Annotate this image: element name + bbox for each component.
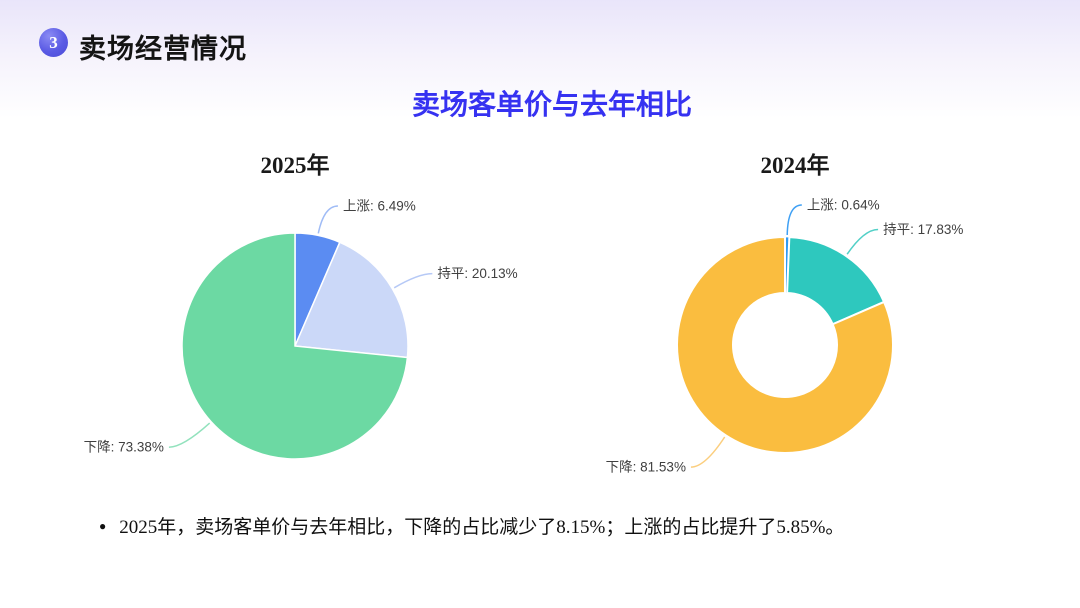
- slice-label-2024年-下降: 下降: 81.53%: [606, 460, 686, 475]
- section-title: 卖场经营情况: [79, 34, 247, 64]
- chart-title-2025: 2025年: [260, 153, 330, 178]
- label-line-2024年-持平: [846, 228, 879, 255]
- slice-label-2025年-下降: 下降: 73.38%: [84, 440, 164, 455]
- section-number: 3: [49, 33, 58, 52]
- label-line-2024年-上涨: [786, 204, 802, 236]
- label-line-2025年-下降: [168, 422, 211, 448]
- summary-note: ● 2025年，卖场客单价与去年相比，下降的占比减少了8.15%；上涨的占比提升了…: [99, 512, 1029, 539]
- slice-label-2025年-上涨: 上涨: 6.49%: [343, 198, 416, 213]
- slice-label-2024年-上涨: 上涨: 0.64%: [807, 198, 880, 213]
- label-line-2024年-下降: [690, 436, 726, 468]
- chart-main-title: 卖场客单价与去年相比: [411, 90, 692, 121]
- chart-title-2024: 2024年: [760, 153, 830, 178]
- bullet-icon: ●: [99, 519, 107, 533]
- slice-2024年-下降: [676, 235, 894, 454]
- slice-2025年-持平: [293, 241, 409, 359]
- slice-label-2025年-持平: 持平: 20.13%: [437, 266, 517, 281]
- label-line-2025年-持平: [393, 272, 433, 289]
- slice-2025年-下降: [181, 232, 409, 460]
- label-line-2025年-上涨: [317, 205, 339, 234]
- summary-note-text: 2025年，卖场客单价与去年相比，下降的占比减少了8.15%；上涨的占比提升了5…: [119, 517, 845, 538]
- slice-label-2024年-持平: 持平: 17.83%: [883, 222, 963, 237]
- section-number-badge: 3: [39, 28, 68, 57]
